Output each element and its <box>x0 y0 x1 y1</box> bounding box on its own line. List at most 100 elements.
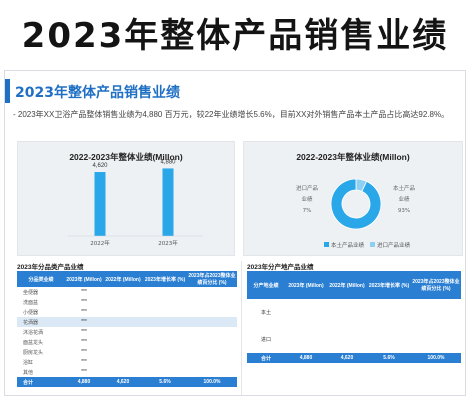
table-cell: *** <box>81 329 87 335</box>
import-slice-label: 业绩 <box>301 195 313 203</box>
table-cell: *** <box>81 359 87 365</box>
column-header: 2023年增长率 (%) <box>143 271 187 287</box>
table-cell <box>143 347 187 357</box>
table-cell <box>285 326 327 353</box>
total-cell: 4,620 <box>103 377 143 387</box>
report-slide: 2023年整体产品销售业绩 - 2023年XX卫浴产品整体销售业绩为4,880 … <box>4 70 466 396</box>
total-row: 合计 4,880 4,620 5.6% 100.0% <box>247 353 461 363</box>
table-row: 面盆龙头 *** <box>17 337 237 347</box>
table-cell <box>327 326 367 353</box>
total-cell: 合计 <box>17 377 65 387</box>
bar-2023年 <box>162 168 174 236</box>
banner-title: 2023年整体产品销售业绩 <box>21 16 449 56</box>
table-header-row: 分品类业绩 2023年 (Millon) 2022年 (Millon) 2023年增长… <box>17 271 237 287</box>
row-label-cell: 面盆龙头 <box>23 339 44 346</box>
table-cell <box>143 327 187 337</box>
bar-value-label: 4,880 <box>160 159 176 165</box>
table-cell <box>285 299 327 326</box>
row-label-cell: 坐便器 <box>23 289 39 296</box>
import-slice-label: 进口产品 <box>296 184 319 192</box>
table-cell <box>187 367 237 377</box>
row-label-cell: 小便器 <box>23 309 39 316</box>
bar-chart-card: 2022-2023年整体业绩(Millon) 4,620 2022年 4,880 20… <box>17 141 235 256</box>
bar-2022年 <box>94 172 106 236</box>
table-row: 花洒器 *** <box>17 317 237 327</box>
row-label-cell: 本土 <box>260 310 271 316</box>
legend-swatch <box>370 242 375 247</box>
legend-swatch <box>324 242 329 247</box>
column-header: 2023年 (Millon) <box>65 271 103 287</box>
column-header: 2022年 (Millon) <box>327 271 367 299</box>
table-cell: *** <box>81 349 87 355</box>
table-row: 小便器 *** <box>17 307 237 317</box>
table-row: 本土 <box>247 299 461 326</box>
table-cell: *** <box>65 317 103 327</box>
table-row: 进口 <box>247 326 461 353</box>
table-cell <box>187 287 237 297</box>
total-cell: 5.6% <box>143 377 187 387</box>
table-cell <box>143 307 187 317</box>
column-header: 2023年增长率 (%) <box>367 271 411 299</box>
table-cell <box>187 297 237 307</box>
table-row: 坐便器 *** <box>17 287 237 297</box>
total-cell: 4,880 <box>285 353 327 363</box>
table-cell <box>143 297 187 307</box>
table-row: 其他 *** <box>17 367 237 377</box>
header-accent-bar <box>5 79 10 103</box>
table-cell <box>187 347 237 357</box>
slide-header: 2023年整体产品销售业绩 <box>5 79 225 103</box>
donut-chart-card: 2022-2023年整体业绩(Millon) 进口产品 业绩 7% 本土产品 业绩 93%… <box>243 141 463 256</box>
table-cell <box>103 357 143 367</box>
total-cell: 5.6% <box>367 353 411 363</box>
table-cell <box>143 337 187 347</box>
table-cell <box>103 287 143 297</box>
table-cell <box>143 367 187 377</box>
bar-chart-title: 2022-2023年整体业绩(Millon) <box>69 152 183 162</box>
table-row: 洗面盆 *** <box>17 297 237 307</box>
x-tick-label: 2023年 <box>158 239 178 247</box>
table-cell <box>367 299 411 326</box>
column-header: 分品类业绩 <box>17 271 65 287</box>
row-label-cell: 浴缸 <box>23 359 34 366</box>
total-row: 合计 4,880 4,620 5.6% 100.0% <box>17 377 237 387</box>
category-table-title: 2023年分品类产品业绩 <box>17 264 84 271</box>
table-cell <box>103 317 143 327</box>
row-label-cell: 花洒器 <box>17 317 65 327</box>
import-slice-label: 7% <box>303 208 312 214</box>
origin-table-title: 2023年分产地产品业绩 <box>247 264 314 271</box>
x-tick-label: 2022年 <box>90 239 110 247</box>
column-header: 分产地业绩 <box>247 271 285 299</box>
table-cell <box>367 326 411 353</box>
column-header: 2023年占2023整体业绩百分比 (%) <box>411 271 461 299</box>
donut-chart-title: 2022-2023年整体业绩(Millon) <box>296 152 410 162</box>
column-header: 2023年 (Millon) <box>285 271 327 299</box>
slide-heading: 2023年整体产品销售业绩 <box>15 85 180 101</box>
table-cell <box>327 299 367 326</box>
table-cell: *** <box>81 309 87 315</box>
table-cell: *** <box>81 289 87 295</box>
row-label-cell: 其他 <box>23 369 34 376</box>
total-cell: 4,620 <box>327 353 367 363</box>
table-cell: *** <box>81 339 87 345</box>
table-cell <box>187 357 237 367</box>
row-label-cell: 沐浴花洒 <box>23 329 44 336</box>
table-cell: *** <box>81 299 87 305</box>
column-header: 2023年占2023整体业绩百分比 (%) <box>187 271 237 287</box>
total-cell: 4,880 <box>65 377 103 387</box>
table-header-row: 分产地业绩 2023年 (Millon) 2022年 (Millon) 2023年增长… <box>247 271 461 299</box>
table-cell <box>103 297 143 307</box>
bar-value-label: 4,620 <box>92 163 108 169</box>
origin-performance-table: 分产地业绩 2023年 (Millon) 2022年 (Millon) 2023年增长… <box>247 271 461 363</box>
table-row: 浴缸 *** <box>17 357 237 367</box>
table-cell <box>187 317 237 327</box>
donut-slice-本土产品业绩 <box>330 178 382 230</box>
table-row: 厨房龙头 *** <box>17 347 237 357</box>
table-cell: *** <box>81 369 87 375</box>
table-cell <box>411 326 461 353</box>
table-cell <box>143 287 187 297</box>
table-cell <box>143 317 187 327</box>
table-row: 沐浴花洒 *** <box>17 327 237 337</box>
bar-chart: 4,620 2022年 4,880 2023年 <box>68 159 203 247</box>
table-cell <box>187 307 237 317</box>
